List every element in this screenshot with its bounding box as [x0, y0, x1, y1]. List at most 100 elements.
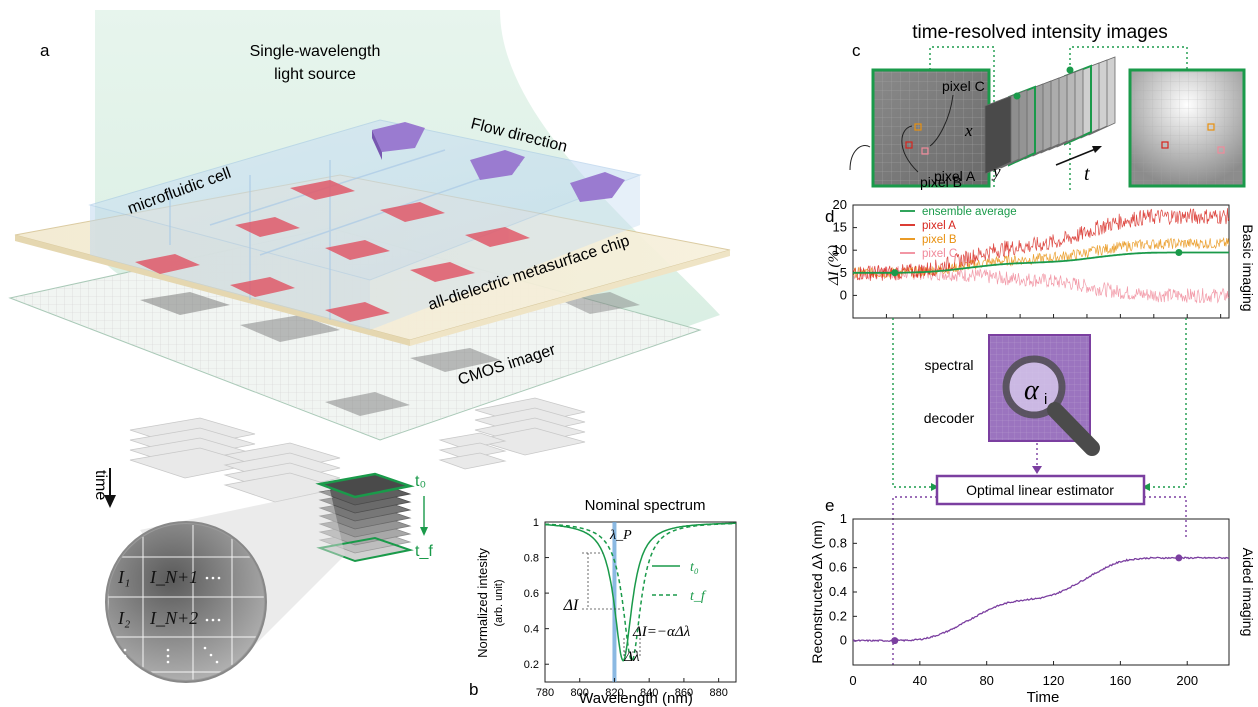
- decoder-block: α i spectral decoder Optimal linear esti…: [892, 318, 1187, 665]
- cell-channels: [169, 149, 521, 320]
- inset-in2: I_N+2: [149, 608, 198, 628]
- pixel-b-marker-tf: [1207, 123, 1215, 131]
- d-series-3: [853, 265, 1229, 304]
- equation-label: ΔI=−αΔλ: [632, 624, 691, 640]
- chart-b-ticks: 780 800 820 840 860 880 0.2 0.4 0.6 0.8 1: [524, 517, 728, 699]
- magnifier-handle-icon: [1047, 402, 1100, 456]
- axis-y-label: y: [991, 162, 1001, 181]
- frame-stack: [984, 56, 1116, 175]
- e-xtick-label: 200: [1176, 673, 1198, 688]
- b-xtick-label: 800: [571, 687, 589, 699]
- b-ytick-label: 1: [533, 517, 539, 529]
- panel-label-d: d: [825, 207, 834, 226]
- chart-e-frame: [852, 518, 1230, 666]
- cell-wall: [370, 175, 640, 330]
- inset-in1: I_N+1: [149, 567, 198, 587]
- chart-e-series: [853, 554, 1229, 645]
- pixel-a-pointer: [849, 145, 871, 171]
- b-series-0: [545, 522, 736, 662]
- chart-b-frame: [544, 521, 737, 683]
- chart-d-series: [853, 208, 1229, 304]
- b-xtick-label: 840: [640, 687, 658, 699]
- intensity-image-tf-frame: [1128, 68, 1246, 188]
- e-ytick-label: 1: [840, 511, 847, 526]
- panel-a-illustration: a Single-wavelength light source: [8, 10, 731, 683]
- t-direction-arrow: [1055, 147, 1099, 166]
- estimator-to-e-connector: [892, 496, 1187, 665]
- light-source-label-2: light source: [274, 66, 356, 83]
- e-series-0: [853, 556, 1229, 643]
- chip-edge: [15, 235, 410, 346]
- chart-b-xlabel: Wavelength (nm): [579, 690, 693, 707]
- panel-e: e 0 40 80 120 160 200 0 0.2 0.4 0.6 0.8 1 Time Reco…: [809, 496, 1256, 706]
- light-source-label-1: Single-wavelength: [250, 43, 381, 60]
- d-legend-label: ensemble average: [922, 206, 1017, 218]
- panel-label-a: a: [40, 41, 50, 60]
- pixel-c-marker: [921, 147, 929, 155]
- panel-d: d 0 5 10 15 20 ensemble average pixel A pixel …: [825, 197, 1256, 319]
- t-direction-arrow-head: [1092, 146, 1102, 153]
- panel-label-c: c: [852, 41, 861, 60]
- intensity-image-tf-grid: [1130, 70, 1244, 186]
- time-label: time: [92, 470, 109, 500]
- d-marker: [891, 269, 899, 277]
- pixel-c-marker-tf: [1217, 146, 1225, 154]
- chart-d-ticks: 0 5 10 15 20: [833, 197, 1222, 318]
- e-xtick-label: 0: [849, 673, 856, 688]
- alpha-subscript: i: [1044, 391, 1047, 408]
- intensity-image-t0-grid: [873, 70, 989, 186]
- pixel-b-label: pixel B: [920, 174, 962, 190]
- d-ytick-label: 10: [833, 242, 847, 257]
- chart-b-series: [545, 522, 736, 662]
- e-xtick-label: 160: [1110, 673, 1132, 688]
- panel-label-b: b: [469, 680, 478, 699]
- stack-marker-t0: [1013, 92, 1021, 100]
- chart-e-ylabel: Reconstructed Δλ (nm): [809, 520, 825, 663]
- pixel-b-pointer: [901, 125, 919, 173]
- legend-b-tf: t_f: [690, 589, 707, 604]
- d-to-estimator-connector: [892, 318, 1187, 488]
- chart-d-legend: ensemble average pixel A pixel B pixel C: [900, 206, 1017, 260]
- inset-i2: I₂: [117, 608, 130, 628]
- panel-b: b Nominal spectrum 780 800 820 840 860 880 0.2…: [469, 497, 737, 707]
- e-xtick-label: 120: [1043, 673, 1065, 688]
- b-xtick-label: 860: [675, 687, 693, 699]
- chart-b-ylabel-unit: (arb. unit): [493, 579, 505, 626]
- b-ytick-label: 0.6: [524, 588, 539, 600]
- panel-c: c time-resolved intensity images pixel A…: [849, 22, 1246, 190]
- d-ytick-label: 20: [833, 197, 847, 212]
- alpha-symbol: α: [1024, 375, 1040, 406]
- b-xtick-label: 880: [709, 687, 727, 699]
- cmos-shadow: [325, 392, 410, 416]
- e-xtick-label: 40: [913, 673, 927, 688]
- inset-i1: I₁: [117, 567, 130, 587]
- b-ytick-label: 0.8: [524, 553, 539, 565]
- e-marker: [1175, 554, 1183, 562]
- delta-lambda-label: Δλ: [623, 649, 640, 665]
- cmos-shadow: [240, 315, 340, 342]
- d-marker: [1175, 248, 1183, 256]
- stack-marker-tf: [1066, 66, 1074, 74]
- pixel-a-marker: [905, 141, 913, 149]
- estimator-label: Optimal linear estimator: [966, 482, 1114, 498]
- chart-d-side-label: Basic imaging: [1240, 224, 1256, 311]
- delta-lambda-bracket: [623, 638, 641, 656]
- chart-e-ticks: 0 40 80 120 160 200 0 0.2 0.4 0.6 0.8 1: [829, 511, 1198, 688]
- d-series-0: [853, 251, 1229, 274]
- e-ytick-label: 0.6: [829, 560, 847, 575]
- nanostructure-arrays: [135, 180, 530, 322]
- pixel-a-marker-tf: [1161, 141, 1169, 149]
- highlighted-pixel-stack: [315, 472, 415, 563]
- e-xtick-label: 80: [979, 673, 993, 688]
- e-marker: [891, 637, 899, 645]
- b-ytick-label: 0.2: [524, 659, 539, 671]
- decoder-label-1: spectral: [924, 357, 973, 373]
- e-ytick-label: 0.2: [829, 608, 847, 623]
- b-series-1: [545, 522, 736, 662]
- axis-t-label: t: [1084, 163, 1090, 185]
- chart-e-side-label: Aided imaging: [1240, 548, 1256, 637]
- pixel-b-marker: [914, 123, 922, 131]
- chart-e-xlabel: Time: [1027, 689, 1060, 706]
